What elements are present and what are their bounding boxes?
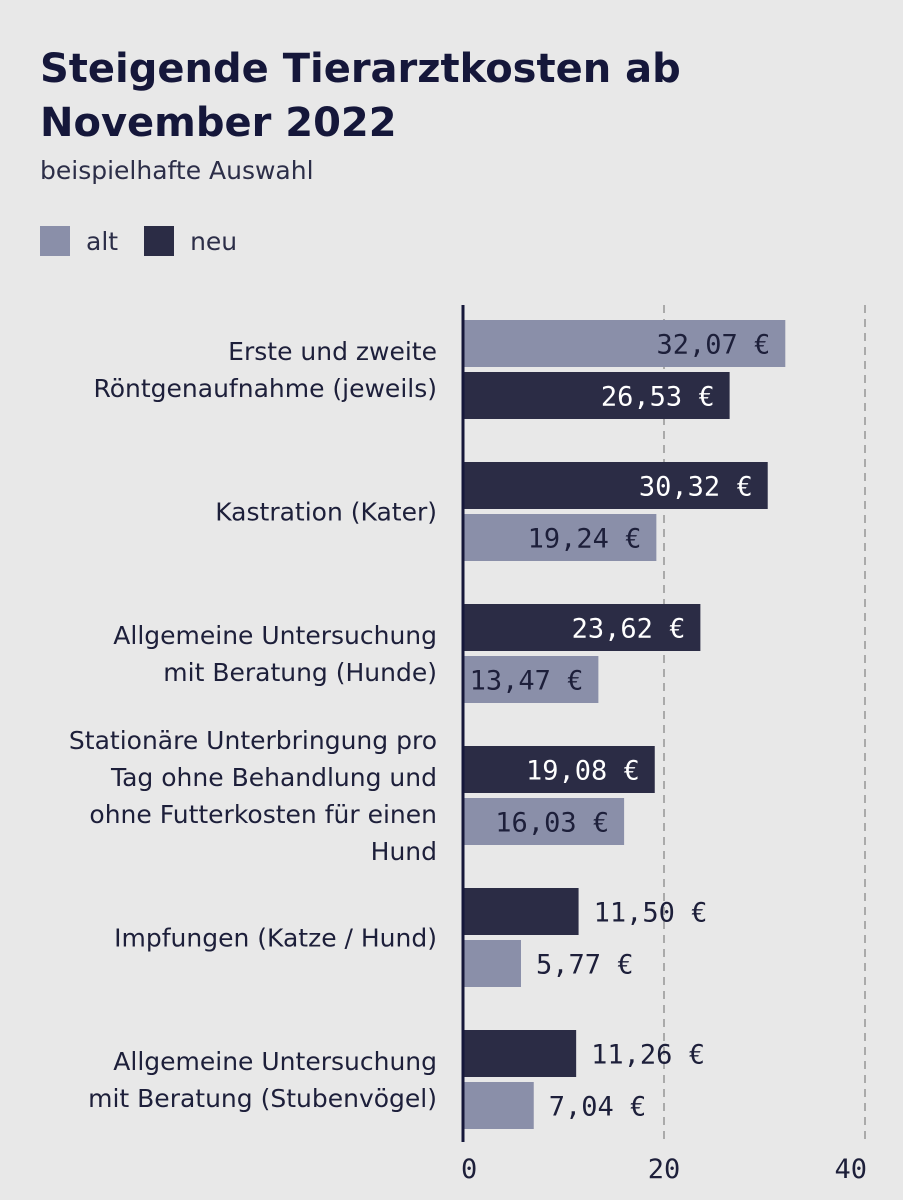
legend-label-alt: alt — [86, 226, 119, 256]
value-label-alt-4: 5,77 € — [536, 950, 634, 981]
category-label-line: Allgemeine Untersuchung — [113, 1047, 437, 1076]
bar-alt-3 — [463, 798, 625, 845]
bar-neu-1 — [463, 462, 768, 509]
category-label-line: Tag ohne Behandlung und — [110, 763, 437, 792]
category-label-line: Erste und zweite — [228, 337, 437, 366]
legend-swatch-neu — [144, 226, 175, 256]
bar-neu-0 — [463, 372, 730, 419]
category-label-line: Hund — [371, 837, 437, 866]
value-label-alt-5: 7,04 € — [549, 1092, 647, 1123]
value-label-alt-3: 16,03 € — [495, 808, 609, 839]
category-label-4: Impfungen (Katze / Hund) — [114, 924, 437, 953]
value-label-alt-1: 19,24 € — [528, 524, 642, 555]
tick-label-0: 0 — [461, 1154, 477, 1185]
value-label-neu-5: 11,26 € — [591, 1040, 705, 1071]
category-label-line: ohne Futterkosten für einen — [89, 800, 437, 829]
category-label-line: Impfungen (Katze / Hund) — [114, 924, 437, 953]
bar-neu-2 — [463, 604, 701, 651]
value-label-neu-0: 26,53 € — [601, 382, 715, 413]
chart-subtitle: beispielhafte Auswahl — [40, 156, 314, 185]
bar-alt-1 — [463, 514, 657, 561]
category-label-line: Röntgenaufnahme (jeweils) — [93, 374, 437, 403]
category-label-line: Kastration (Kater) — [215, 498, 437, 527]
bar-alt-4 — [463, 940, 521, 987]
tick-label-20: 20 — [648, 1154, 681, 1185]
category-label-line: Allgemeine Untersuchung — [113, 621, 437, 650]
bar-neu-5 — [463, 1030, 577, 1077]
bar-alt-2 — [463, 656, 599, 703]
bar-neu-4 — [463, 888, 579, 935]
category-label-3: Stationäre Unterbringung pro Tag ohne Beh… — [69, 726, 437, 866]
value-label-neu-2: 23,62 € — [572, 614, 686, 645]
bar-neu-3 — [463, 746, 655, 793]
value-label-alt-2: 13,47 € — [470, 666, 584, 697]
category-label-line: Stationäre Unterbringung pro — [69, 726, 437, 755]
chart-title: Steigende Tierarztkosten ab November 202… — [40, 46, 681, 146]
category-label-2: Allgemeine Untersuchung mit Beratung (Hun… — [113, 621, 437, 687]
legend-swatch-alt — [40, 226, 70, 256]
category-label-1: Kastration (Kater) — [215, 498, 437, 527]
value-label-neu-1: 30,32 € — [639, 472, 753, 503]
value-label-neu-3: 19,08 € — [526, 756, 640, 787]
legend-item-neu: neu — [144, 226, 237, 256]
legend-label-neu: neu — [190, 226, 238, 256]
value-label-neu-4: 11,50 € — [594, 898, 708, 929]
legend-item-alt: alt — [40, 226, 118, 256]
category-label-5: Allgemeine Untersuchung mit Beratung (Stu… — [88, 1047, 437, 1113]
category-label-line: mit Beratung (Stubenvögel) — [88, 1084, 437, 1113]
bar-alt-5 — [463, 1082, 534, 1129]
value-label-alt-0: 32,07 € — [657, 330, 771, 361]
tick-label-40: 40 — [834, 1154, 867, 1185]
category-label-0: Erste und zweite Röntgenaufnahme (jeweils… — [93, 337, 437, 403]
bar-alt-0 — [463, 320, 786, 367]
legend: alt neu — [40, 226, 263, 256]
category-label-line: mit Beratung (Hunde) — [163, 658, 437, 687]
